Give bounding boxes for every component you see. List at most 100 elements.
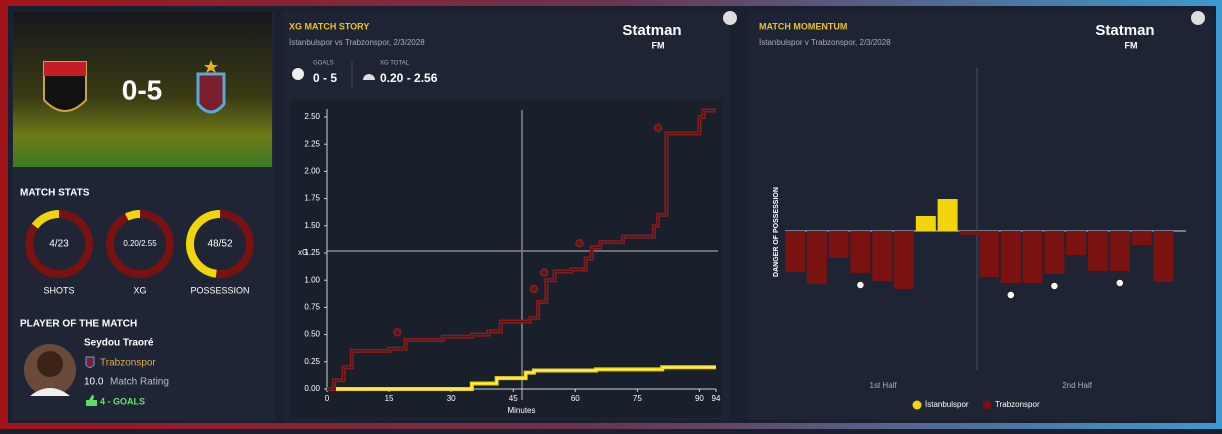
rating-label: Match Rating [110,377,169,388]
legend-swatch [982,400,992,410]
legend-swatch [912,400,922,410]
donut-label: 0.20/2.55 [123,239,157,248]
goal-marker [540,268,549,277]
player-face [37,351,63,377]
x-tick-label: 60 [571,394,580,403]
ball-icon [292,68,304,80]
stat-value: 0 - 5 [313,71,337,85]
y-tick-label: 0.00 [304,384,320,393]
goal-marker [575,238,584,248]
brand-sub: FM [1125,40,1138,50]
y-tick-label: 2.25 [304,139,320,148]
x-tick-label: 45 [509,394,518,403]
legend-label: İstanbulspor [925,400,969,409]
goal-marker [529,284,539,294]
donut-away [106,210,174,278]
close-button[interactable] [1191,11,1205,25]
momentum-bar [1066,231,1087,255]
momentum-bar [979,231,999,277]
y-axis-label: DANGER OF POSSESSION [773,187,780,277]
momentum-bar [1022,231,1043,283]
stat-label: XG TOTAL [380,61,410,67]
player-club: Trabzonspor [100,358,156,369]
donut-home [124,210,141,221]
y-tick-label: 1.75 [304,194,320,203]
momentum-bar [1131,231,1152,245]
momentum-bar [850,231,871,273]
player-rating: 10.0 [84,377,104,388]
y-tick-label: 0.25 [304,357,320,366]
award: 4 - GOALS [100,396,145,406]
stat-name: POSSESSION [190,285,249,295]
momentum-bar [872,231,893,281]
x-tick-label: 90 [695,394,704,403]
x-tick-label: 94 [712,394,721,403]
y-tick-label: 0.75 [304,303,320,312]
momentum-bar [1088,231,1108,271]
stat-value: 0.20 - 2.56 [380,71,438,85]
brand: Statman [1095,22,1154,39]
donut-label: 4/23 [49,239,69,250]
x-tick-label: 30 [447,394,456,403]
y-tick-label: 2.00 [304,167,320,176]
stat-name: XG [133,285,146,295]
legend-label: Trabzonspor [995,400,1040,409]
y-tick-label: 0.50 [304,330,320,339]
momentum-bar [785,231,805,272]
close-button[interactable] [723,11,737,25]
xg-icon [363,74,375,80]
stat-label: GOALS [313,61,334,67]
goal-icon [1006,290,1016,300]
y-tick-label: 1.50 [304,221,320,230]
goal-marker [653,123,663,133]
donut-home [186,210,221,278]
momentum-bar [937,199,958,231]
momentum-bar [915,216,936,231]
goal-icon [1049,281,1060,291]
momentum-panel [748,12,1212,420]
momentum-bar [828,231,849,258]
x-tick-label: 75 [633,394,642,403]
xg-line-core [327,109,716,390]
x-axis-label: Minutes [507,406,535,415]
donut-away [25,210,93,278]
chart-subtitle: İstanbulspor v Trabzonspor, 2/3/2028 [759,38,891,47]
player-name: Seydou Traoré [84,338,154,349]
stat-name: SHOTS [43,285,74,295]
momentum-bar [959,231,980,235]
thumb-icon [86,395,97,406]
section-title: MATCH STATS [20,188,90,199]
xg-line-core [327,366,716,390]
x-tick-label: 0 [325,394,330,403]
chart-title: MATCH MOMENTUM [759,21,847,31]
momentum-bar [1153,231,1174,282]
donut-label: 48/52 [207,239,232,250]
donut-home [31,210,60,229]
score: 0-5 [122,74,162,105]
momentum-bar [806,231,827,284]
player-shirt [30,388,70,396]
away-star [204,60,218,73]
x-tick-label: 15 [385,394,394,403]
away-crest [196,72,226,114]
y-tick-label: 1.25 [304,248,320,257]
y-tick-label: 2.50 [304,112,320,121]
half-label: 1st Half [870,381,898,390]
momentum-bar [1000,231,1021,283]
momentum-bar [894,231,914,289]
donut-away [215,210,254,278]
chart-title: XG MATCH STORY [289,21,369,31]
momentum-bar [1044,231,1065,274]
goal-marker [393,328,402,337]
goal-icon [855,280,866,290]
brand: Statman [622,22,681,39]
club-crest [85,356,95,368]
goal-icon [1115,278,1125,288]
xg-plot-bg [290,100,722,418]
half-label: 2nd Half [1062,381,1093,390]
momentum-bar [1109,231,1130,271]
y-axis-label: xG [298,248,308,257]
y-tick-label: 1.00 [304,275,320,284]
chart-subtitle: İstanbulspor vs Trabzonspor, 2/3/2028 [289,38,425,47]
